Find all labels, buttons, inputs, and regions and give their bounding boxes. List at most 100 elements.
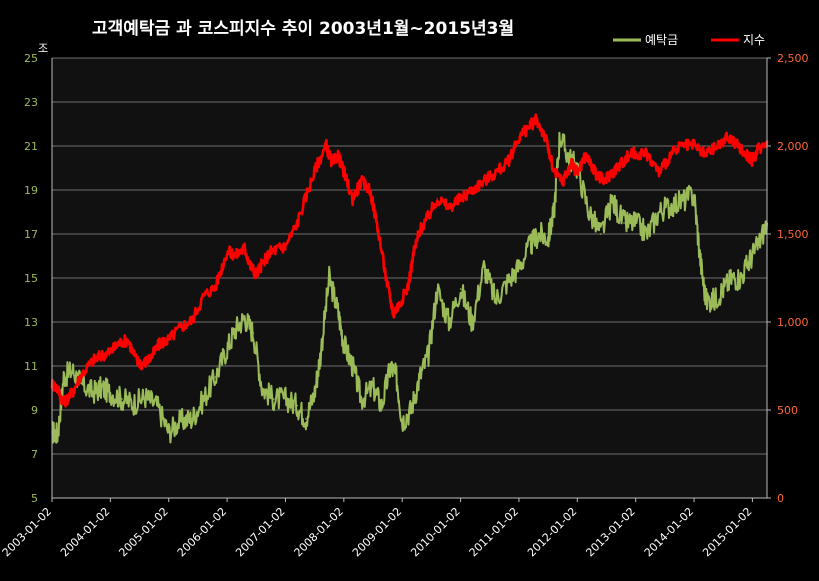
data-point-index (92, 359, 94, 362)
data-point-deposit (389, 365, 392, 367)
data-point-deposit (588, 211, 590, 213)
data-point-deposit (410, 409, 412, 411)
data-point-deposit (121, 398, 123, 400)
x-tick-label: 2014-01-02 (642, 505, 696, 559)
data-point-index (448, 206, 450, 209)
y-left-tick-label: 9 (31, 404, 38, 417)
data-point-deposit (109, 391, 112, 394)
data-point-deposit (529, 244, 532, 246)
data-point-deposit (272, 398, 275, 400)
data-point-deposit (57, 433, 59, 436)
data-point-deposit (494, 299, 497, 301)
data-point-index (243, 247, 246, 249)
data-point-deposit (313, 391, 316, 394)
data-point-index (386, 286, 389, 288)
data-point-index (255, 273, 258, 276)
data-point-deposit (722, 288, 725, 290)
y-left-unit: 조 (38, 42, 48, 55)
data-point-index (337, 154, 339, 156)
data-point-index (745, 154, 748, 156)
data-point-index (261, 263, 263, 265)
data-point-index (669, 154, 672, 156)
y-left-tick-label: 5 (31, 492, 38, 505)
data-point-index (704, 154, 707, 156)
data-point-index (226, 250, 228, 253)
data-point-deposit (191, 418, 193, 420)
data-point-index (202, 294, 205, 297)
y-left-axis: 5 7 9 11 13 15 17 19 21 23 25 (24, 52, 38, 505)
data-point-index (620, 162, 622, 165)
data-point-index (483, 180, 485, 182)
x-axis: 2003-01-02 2004-01-02 2005-01-02 2006-01-02… (0, 498, 755, 559)
data-point-deposit (243, 316, 246, 319)
y-right-tick-label: 1,000 (777, 316, 809, 329)
y-right-tick-label: 2,500 (777, 52, 809, 65)
data-point-deposit (296, 404, 298, 407)
data-point-deposit (634, 222, 637, 224)
data-point-index (343, 171, 345, 174)
data-point-index (658, 171, 660, 174)
legend: 예탁금 지수 (613, 33, 765, 47)
data-point-index (109, 351, 112, 353)
data-point-deposit (681, 200, 684, 202)
data-point-deposit (202, 398, 205, 400)
x-tick-label: 2015-01-02 (700, 505, 754, 559)
data-point-deposit (547, 237, 549, 240)
data-point-index (544, 136, 547, 138)
y-left-tick-label: 15 (24, 272, 38, 285)
data-point-index (57, 388, 59, 390)
data-point-index (392, 312, 395, 315)
data-point-index (728, 136, 730, 138)
data-point-index (629, 154, 631, 156)
data-point-deposit (372, 387, 374, 389)
data-point-deposit (553, 211, 555, 213)
y-left-tick-label: 21 (24, 140, 38, 153)
data-point-index (351, 198, 354, 200)
data-point-index (594, 171, 596, 174)
data-point-index (576, 171, 579, 174)
data-point-index (413, 250, 415, 253)
data-point-index (418, 229, 421, 232)
data-point-deposit (748, 259, 751, 262)
data-point-index (378, 233, 380, 235)
data-point-index (80, 374, 82, 376)
data-point-deposit (459, 288, 462, 290)
data-point-deposit (305, 418, 307, 420)
y-right-tick-label: 0 (777, 492, 784, 505)
data-point-deposit (179, 420, 182, 422)
series-line-deposit (51, 131, 768, 444)
data-point-index (316, 162, 319, 165)
data-point-index (506, 162, 509, 165)
data-point-index (284, 245, 287, 248)
data-point-index (150, 356, 153, 359)
data-point-index (167, 338, 170, 341)
data-point-deposit (100, 387, 103, 389)
series-lines (50, 113, 769, 444)
data-point-index (191, 319, 193, 322)
data-point-deposit (337, 310, 339, 312)
data-point-index (135, 359, 138, 362)
data-point-index (494, 171, 497, 174)
data-point-deposit (558, 134, 561, 136)
data-point-deposit (71, 369, 74, 372)
series-line-index (50, 113, 769, 408)
data-point-deposit (623, 222, 625, 224)
data-point-index (634, 152, 637, 154)
data-point-deposit (518, 266, 520, 268)
data-point-deposit (214, 376, 217, 378)
data-point-deposit (92, 391, 94, 394)
data-point-index (398, 303, 401, 306)
data-point-index (436, 198, 439, 200)
data-point-index (360, 180, 363, 182)
data-point-deposit (427, 354, 430, 356)
x-tick-label: 2005-01-02 (116, 505, 170, 559)
data-point-index (141, 363, 144, 366)
y-right-tick-label: 500 (777, 404, 798, 417)
data-point-deposit (235, 327, 237, 330)
data-point-index (757, 148, 760, 151)
data-point-index (526, 127, 529, 130)
y-left-tick-label: 7 (31, 448, 38, 461)
data-point-deposit (167, 431, 170, 433)
chart-title: 고객예탁금 과 코스피지수 추이 2003년1월~2015년3월 (92, 19, 514, 39)
data-point-deposit (731, 277, 733, 279)
